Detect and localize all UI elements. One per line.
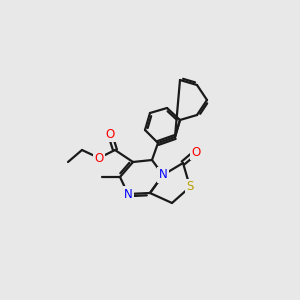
Text: O: O: [94, 152, 103, 164]
Text: S: S: [186, 181, 194, 194]
Text: O: O: [191, 146, 201, 158]
Text: O: O: [105, 128, 115, 140]
Text: N: N: [159, 169, 167, 182]
Text: N: N: [124, 188, 132, 200]
